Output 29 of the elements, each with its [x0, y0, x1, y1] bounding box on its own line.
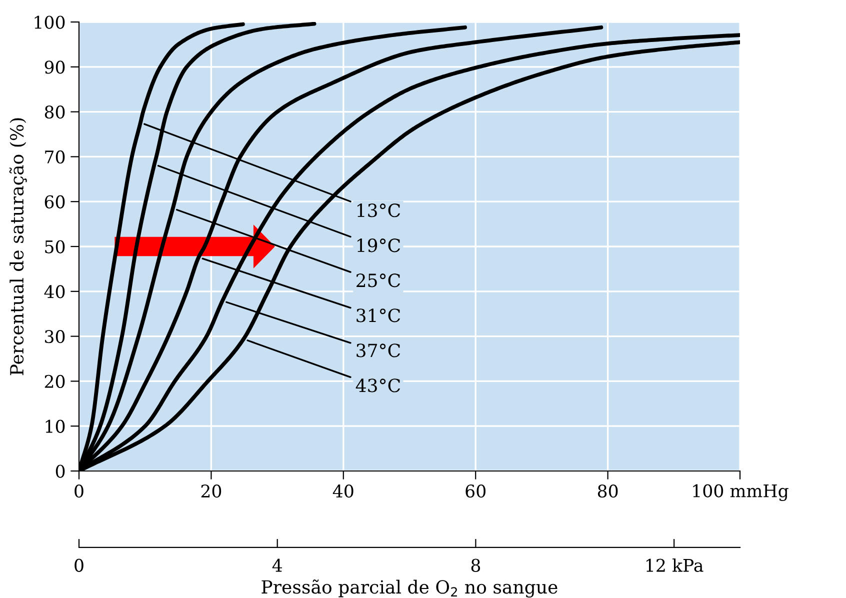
annotation: 19°C — [358, 238, 400, 252]
annotation: 43°C — [356, 378, 400, 392]
x2-axis-title: Pressão parcial de O$_{2}$ no sangue — [262, 579, 558, 598]
x2-tick-label: 12 kPa — [646, 558, 704, 572]
x2-tick-label: 4 — [272, 558, 282, 572]
x-tick-label: 0 — [74, 484, 84, 498]
x-tick-label: 20 — [201, 484, 222, 498]
y-tick-label: 60 — [44, 195, 65, 208]
annotation: 31°C — [356, 308, 400, 322]
annotation: 13°C — [358, 204, 400, 218]
y-tick-label: 30 — [45, 330, 65, 344]
y-tick-label: 20 — [44, 374, 65, 388]
annotation: 37°C — [356, 344, 400, 358]
x-tick-label: 100 mmHg — [693, 484, 788, 501]
x-tick-label: 80 — [598, 484, 618, 498]
y-tick-label: 40 — [44, 285, 65, 298]
x2-tick-label: 8 — [471, 558, 480, 572]
y-tick-label: 10 — [46, 420, 65, 433]
y-tick-label: 0 — [56, 464, 65, 478]
y-tick-label: 90 — [44, 60, 65, 74]
x2-tick-label: 0 — [74, 558, 84, 572]
annotation: 25°C — [356, 274, 400, 288]
y-tick-label: 50 — [45, 240, 65, 254]
x-tick-label: 40 — [332, 484, 354, 498]
y-tick-label: 100 — [34, 16, 65, 29]
x-tick-label: 60 — [466, 484, 486, 498]
y-tick-label: 80 — [44, 106, 65, 119]
y-tick-label: 70 — [45, 150, 65, 164]
y-axis-title: Percentual de saturação (%) — [9, 118, 27, 376]
